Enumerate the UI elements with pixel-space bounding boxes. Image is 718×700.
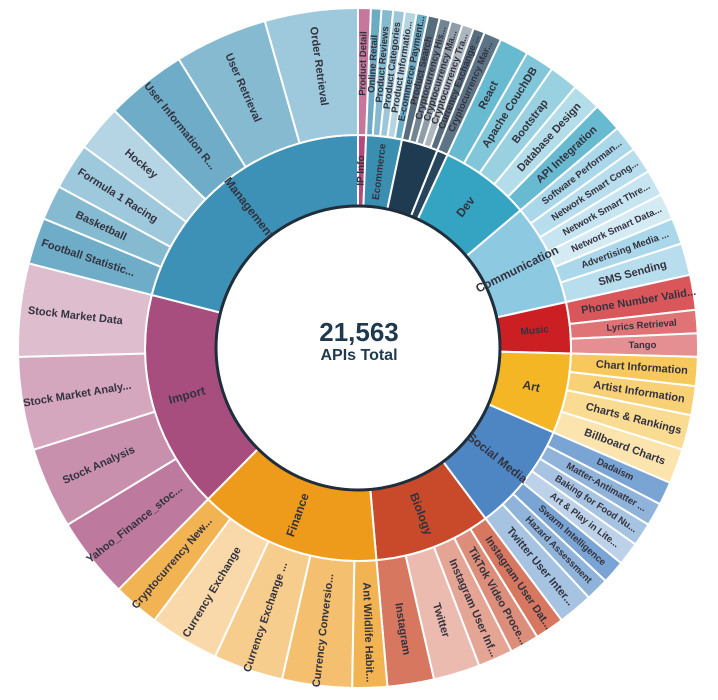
- subcategory-label-lyrics-retrieval: Lyrics Retrieval: [606, 318, 677, 334]
- subcategory-ring: [17, 6, 699, 689]
- center-total: 21,563 APIs Total: [259, 318, 459, 366]
- subcategory-label-tango: Tango: [629, 340, 657, 351]
- category-ring: [144, 133, 572, 562]
- category-label-art: Art: [521, 378, 541, 395]
- center-hole: [214, 204, 502, 492]
- subcategory-segment-order-retrieval[interactable]: [263, 6, 359, 145]
- subcategory-label-ant-wildlife-habit: Ant Wildlife Habit...: [360, 582, 375, 682]
- total-label: APIs Total: [320, 347, 398, 364]
- category-label-ip-info: IP Info: [356, 155, 368, 186]
- subcategory-label-product-detail: Product Detail: [357, 31, 369, 96]
- total-count: 21,563: [319, 317, 399, 347]
- category-label-music: Music: [520, 324, 550, 338]
- subcategory-label-online-retail: Online Retail: [366, 35, 380, 94]
